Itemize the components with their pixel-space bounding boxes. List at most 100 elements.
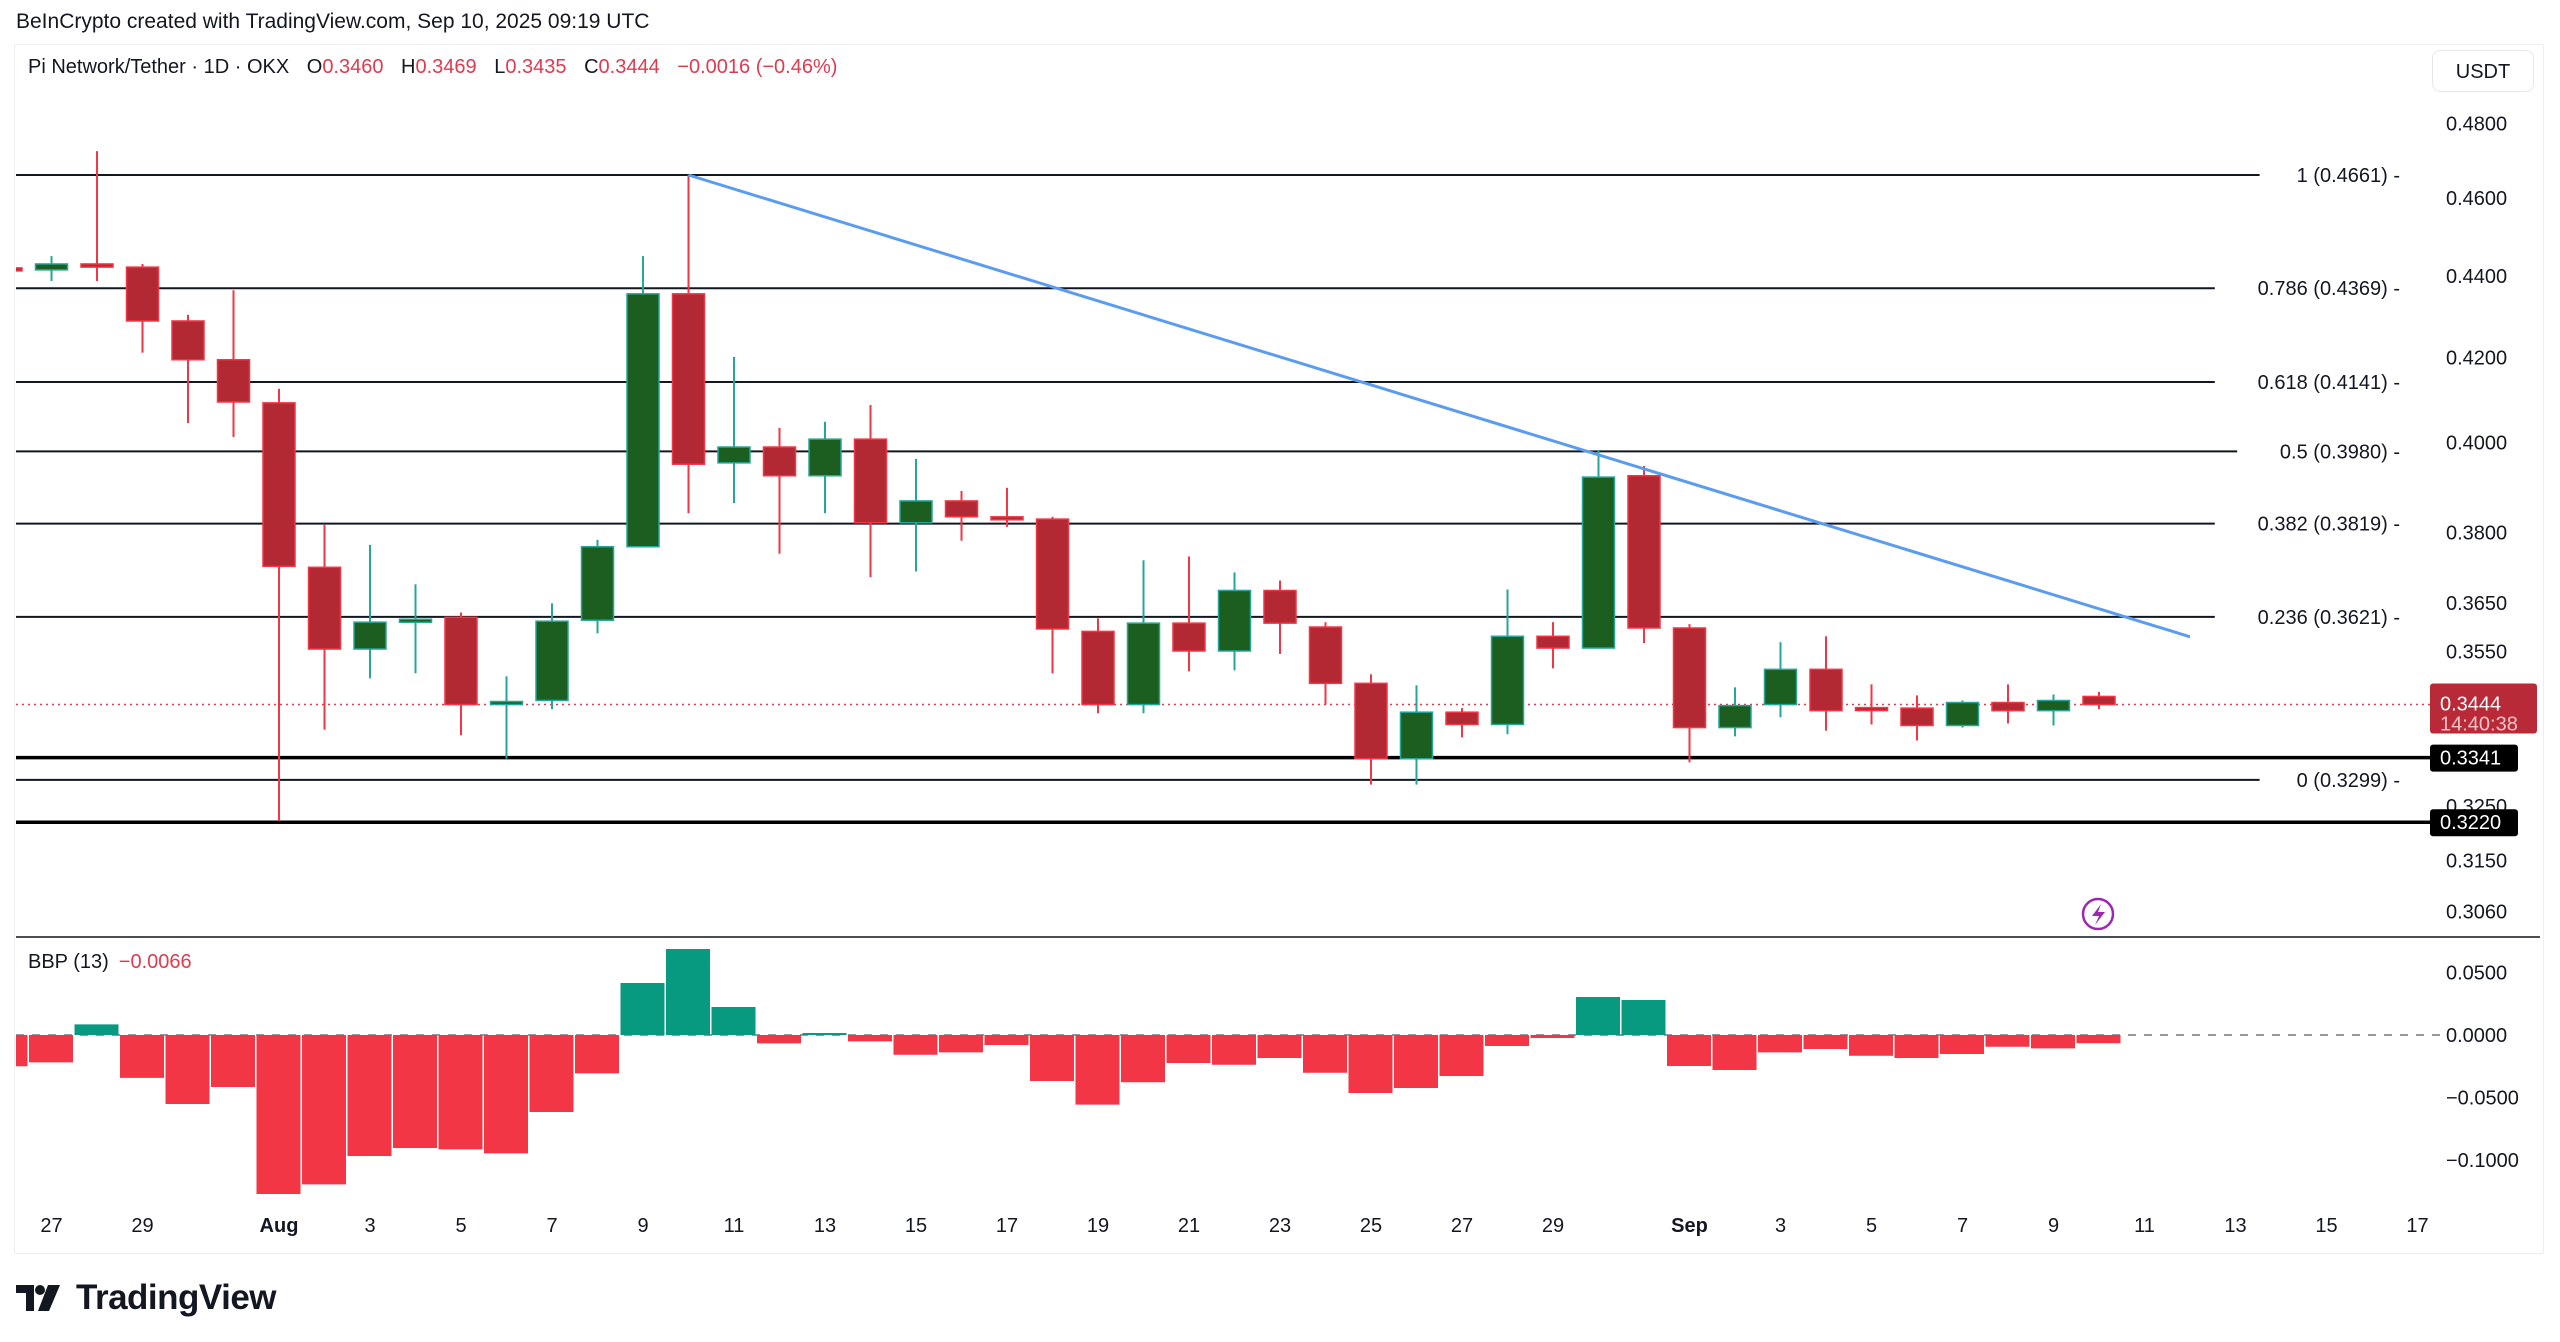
close-label: C xyxy=(584,56,599,78)
candle[interactable] xyxy=(1399,685,1434,785)
candle[interactable] xyxy=(1172,556,1206,672)
bbp-pane[interactable] xyxy=(0,949,2445,1194)
time-axis-tick: 11 xyxy=(2134,1215,2155,1237)
candle[interactable] xyxy=(1900,695,1934,741)
bbp-bar xyxy=(1212,1035,1256,1065)
price-pane[interactable] xyxy=(0,151,2445,824)
candle[interactable] xyxy=(34,256,69,282)
bbp-bar xyxy=(438,1035,483,1150)
bbp-bar xyxy=(1849,1035,1893,1056)
candle[interactable] xyxy=(0,266,23,272)
candle[interactable] xyxy=(580,539,615,634)
bbp-bar xyxy=(848,1035,892,1042)
candle[interactable] xyxy=(80,151,114,282)
candle[interactable] xyxy=(1627,465,1661,644)
fib-level-label: 0.618 (0.4141) - xyxy=(2258,372,2400,394)
candle[interactable] xyxy=(1718,687,1752,737)
price-axis-tick: 0.3060 xyxy=(2446,901,2507,923)
candle[interactable] xyxy=(626,256,660,548)
tradingview-logo-icon xyxy=(16,1285,60,1311)
candle[interactable] xyxy=(1263,580,1297,654)
lightning-alert-icon[interactable] xyxy=(2081,897,2115,931)
time-axis-tick: 5 xyxy=(1866,1215,1877,1237)
candle[interactable] xyxy=(171,314,205,424)
tradingview-logo[interactable]: TradingView xyxy=(16,1278,277,1318)
candle[interactable] xyxy=(717,356,751,504)
candle[interactable] xyxy=(125,263,160,353)
candle[interactable] xyxy=(1763,642,1798,718)
bbp-axis-tick: −0.0500 xyxy=(2446,1088,2519,1110)
current-price-tag xyxy=(2430,683,2537,734)
bbp-bar xyxy=(1166,1035,1211,1063)
symbol-legend: Pi Network/Tether · 1D · OKX O0.3460 H0.… xyxy=(28,56,837,79)
time-axis-tick: 3 xyxy=(364,1215,375,1237)
candle[interactable] xyxy=(1536,622,1570,669)
indicator-legend: BBP (13) −0.0066 xyxy=(28,951,192,974)
candle[interactable] xyxy=(1081,618,1115,714)
price-axis-tick: 0.4800 xyxy=(2446,114,2507,136)
candle[interactable] xyxy=(1991,684,2025,724)
indicator-name[interactable]: BBP (13) xyxy=(28,951,109,973)
candle[interactable] xyxy=(1581,450,1616,649)
candle[interactable] xyxy=(2082,691,2116,710)
fib-level-label: 0.236 (0.3621) - xyxy=(2258,607,2400,629)
bbp-axis-tick: 0.0500 xyxy=(2446,963,2507,985)
chart-frame xyxy=(14,44,2544,1254)
symbol-title[interactable]: Pi Network/Tether · 1D · OKX xyxy=(28,56,290,78)
candle[interactable] xyxy=(853,404,888,578)
candle[interactable] xyxy=(762,427,797,554)
time-axis-tick: 29 xyxy=(1542,1215,1564,1237)
candle[interactable] xyxy=(990,487,1024,527)
candle[interactable] xyxy=(398,584,433,674)
price-axis-tick: 0.3550 xyxy=(2446,641,2507,663)
tradingview-wordmark: TradingView xyxy=(76,1278,277,1317)
candle[interactable] xyxy=(489,676,524,759)
candle[interactable] xyxy=(307,525,342,730)
candle[interactable] xyxy=(2036,694,2071,726)
candle[interactable] xyxy=(1035,516,1070,674)
candle[interactable] xyxy=(1490,589,1525,735)
candle[interactable] xyxy=(1672,624,1707,763)
time-axis-tick: 15 xyxy=(905,1215,927,1237)
bbp-bar xyxy=(120,1035,164,1078)
candle[interactable] xyxy=(353,544,387,679)
candle[interactable] xyxy=(944,490,979,541)
time-axis-tick: 17 xyxy=(2406,1215,2428,1237)
fib-level-label: 0.5 (0.3980) - xyxy=(2280,441,2400,463)
time-axis-tick: 29 xyxy=(131,1215,153,1237)
candle[interactable] xyxy=(216,290,251,437)
descending-trendline[interactable] xyxy=(688,173,2191,639)
bbp-bar xyxy=(984,1035,1029,1045)
candle[interactable] xyxy=(899,458,933,572)
price-axis-tick: 0.4600 xyxy=(2446,188,2507,210)
candle[interactable] xyxy=(808,421,842,514)
currency-button[interactable]: USDT xyxy=(2432,50,2534,92)
candle[interactable] xyxy=(1945,700,1980,728)
candle[interactable] xyxy=(1308,622,1343,705)
time-axis-tick: Aug xyxy=(260,1215,299,1237)
candle[interactable] xyxy=(1354,674,1388,785)
close-value: 0.3444 xyxy=(598,56,660,78)
candle[interactable] xyxy=(444,612,478,736)
candle[interactable] xyxy=(1854,684,1889,725)
candle[interactable] xyxy=(1126,560,1161,714)
candle[interactable] xyxy=(671,175,706,514)
bbp-bar xyxy=(1894,1035,1939,1058)
bbp-bar xyxy=(529,1035,574,1112)
time-axis-tick: 7 xyxy=(1957,1215,1968,1237)
time-axis-tick: 11 xyxy=(724,1215,745,1237)
candle[interactable] xyxy=(1217,572,1252,671)
bbp-bar xyxy=(1030,1035,1074,1081)
candle[interactable] xyxy=(1445,708,1479,738)
candle[interactable] xyxy=(262,388,296,822)
bbp-bar xyxy=(1075,1035,1120,1105)
open-value: 0.3460 xyxy=(322,56,384,78)
chart-credit: BeInCrypto created with TradingView.com,… xyxy=(16,10,650,33)
bbp-bar xyxy=(347,1035,392,1156)
bbp-bar xyxy=(16,1035,28,1067)
indicator-value: −0.0066 xyxy=(118,951,192,973)
bbp-bar xyxy=(2031,1035,2075,1049)
candle[interactable] xyxy=(535,603,569,710)
candle[interactable] xyxy=(1809,636,1843,731)
